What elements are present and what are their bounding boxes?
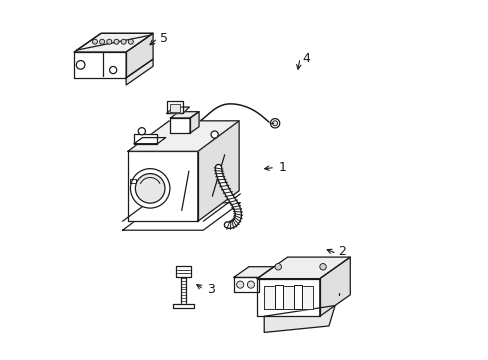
Polygon shape <box>293 285 302 309</box>
Text: 1: 1 <box>278 161 286 174</box>
Polygon shape <box>126 33 153 78</box>
Circle shape <box>92 39 97 44</box>
Polygon shape <box>233 267 274 278</box>
Polygon shape <box>122 203 240 230</box>
Polygon shape <box>77 33 153 50</box>
Polygon shape <box>134 134 157 144</box>
Circle shape <box>114 39 119 44</box>
Circle shape <box>130 168 169 208</box>
Circle shape <box>270 118 279 128</box>
Polygon shape <box>175 266 191 277</box>
Circle shape <box>121 39 126 44</box>
Text: 4: 4 <box>301 51 309 64</box>
Circle shape <box>109 67 117 74</box>
Circle shape <box>274 264 281 270</box>
Polygon shape <box>198 121 239 221</box>
Polygon shape <box>134 138 165 144</box>
Circle shape <box>128 39 133 44</box>
Polygon shape <box>257 279 319 316</box>
Polygon shape <box>128 121 239 151</box>
Polygon shape <box>129 179 136 183</box>
Polygon shape <box>274 285 283 309</box>
Polygon shape <box>190 112 199 133</box>
Circle shape <box>76 60 85 69</box>
Polygon shape <box>173 304 193 308</box>
Polygon shape <box>319 257 349 316</box>
Polygon shape <box>74 33 153 52</box>
Circle shape <box>236 281 244 288</box>
Text: 3: 3 <box>206 283 214 296</box>
Polygon shape <box>170 118 190 133</box>
Circle shape <box>138 128 145 135</box>
Polygon shape <box>74 52 126 78</box>
Polygon shape <box>166 107 189 113</box>
Circle shape <box>135 174 164 203</box>
Polygon shape <box>128 151 198 221</box>
Text: 2: 2 <box>337 245 345 258</box>
Circle shape <box>106 39 112 44</box>
Polygon shape <box>257 257 349 279</box>
Circle shape <box>272 121 277 126</box>
Polygon shape <box>233 278 258 292</box>
Polygon shape <box>166 101 183 113</box>
Polygon shape <box>264 306 334 332</box>
Text: 5: 5 <box>160 32 168 45</box>
Circle shape <box>319 264 325 270</box>
Polygon shape <box>264 286 312 309</box>
Circle shape <box>100 39 104 44</box>
Polygon shape <box>126 59 153 85</box>
Circle shape <box>247 281 254 288</box>
Polygon shape <box>170 112 199 118</box>
Circle shape <box>211 131 218 138</box>
Polygon shape <box>169 104 180 112</box>
